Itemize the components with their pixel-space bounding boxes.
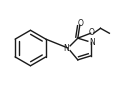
Text: O: O bbox=[78, 19, 84, 28]
Text: N: N bbox=[63, 44, 69, 52]
Text: O: O bbox=[88, 28, 94, 37]
Text: N: N bbox=[90, 38, 95, 47]
